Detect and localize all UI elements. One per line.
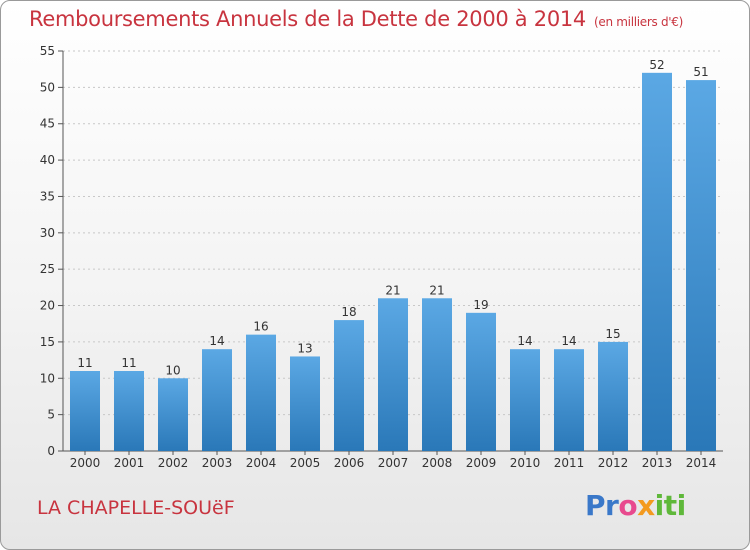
x-tick-label: 2006 <box>334 456 365 470</box>
proxiti-logo: Proxiti <box>585 489 686 522</box>
data-label: 51 <box>693 65 708 79</box>
y-tick-label: 10 <box>40 371 55 385</box>
bar-2013 <box>642 72 672 452</box>
data-label: 14 <box>517 334 532 348</box>
x-tick-label: 2010 <box>510 456 541 470</box>
logo-part-2: o <box>618 489 638 522</box>
x-tick-label: 2001 <box>114 456 145 470</box>
bar-2003 <box>202 349 232 451</box>
x-tick-label: 2002 <box>158 456 189 470</box>
bar-2011 <box>554 349 584 451</box>
data-label: 10 <box>165 363 180 377</box>
y-tick-label: 50 <box>40 80 55 94</box>
y-tick-label: 30 <box>40 226 55 240</box>
data-label: 21 <box>429 283 444 297</box>
bar-2002 <box>158 378 188 451</box>
data-label: 19 <box>473 298 488 312</box>
x-tick-label: 2005 <box>290 456 321 470</box>
data-label: 11 <box>121 356 136 370</box>
data-label: 52 <box>649 58 664 72</box>
x-tick-label: 2009 <box>466 456 497 470</box>
y-tick-label: 0 <box>47 444 55 458</box>
logo-part-1: Pr <box>585 489 619 522</box>
chart-title-text: Remboursements Annuels de la Dette de 20… <box>29 7 586 31</box>
bar-2007 <box>378 298 408 451</box>
bar-2006 <box>334 320 364 451</box>
y-tick-label: 25 <box>40 262 55 276</box>
data-label: 18 <box>341 305 356 319</box>
y-tick-label: 20 <box>40 299 55 313</box>
x-tick-label: 2003 <box>202 456 233 470</box>
y-tick-label: 55 <box>40 44 55 58</box>
x-tick-label: 2004 <box>246 456 277 470</box>
logo-part-3: x <box>637 489 655 522</box>
x-tick-label: 2013 <box>642 456 673 470</box>
data-label: 14 <box>209 334 224 348</box>
bar-2014 <box>686 80 716 451</box>
chart-subtitle: (en milliers d'€) <box>594 15 684 29</box>
x-tick-label: 2011 <box>554 456 585 470</box>
logo-part-4: iti <box>654 489 687 522</box>
x-tick-label: 2008 <box>422 456 453 470</box>
bar-2008 <box>422 298 452 451</box>
x-tick-label: 2007 <box>378 456 409 470</box>
y-tick-label: 40 <box>40 153 55 167</box>
data-label: 15 <box>605 327 620 341</box>
chart-title: Remboursements Annuels de la Dette de 20… <box>29 7 683 31</box>
y-tick-label: 45 <box>40 117 55 131</box>
x-tick-label: 2000 <box>70 456 101 470</box>
bar-2005 <box>290 356 320 451</box>
y-tick-label: 5 <box>47 408 55 422</box>
commune-name: LA CHAPELLE-SOUëF <box>37 497 235 519</box>
bar-2004 <box>246 334 276 451</box>
data-label: 11 <box>77 356 92 370</box>
bar-2010 <box>510 349 540 451</box>
data-label: 16 <box>253 320 268 334</box>
x-tick-label: 2012 <box>598 456 629 470</box>
bar-2012 <box>598 341 628 451</box>
data-label: 14 <box>561 334 576 348</box>
bar-2009 <box>466 312 496 451</box>
bar-2001 <box>114 371 144 451</box>
x-tick-label: 2014 <box>686 456 717 470</box>
y-tick-label: 35 <box>40 189 55 203</box>
bar-2000 <box>70 371 100 451</box>
y-tick-label: 15 <box>40 335 55 349</box>
data-label: 21 <box>385 283 400 297</box>
data-label: 13 <box>297 341 312 355</box>
